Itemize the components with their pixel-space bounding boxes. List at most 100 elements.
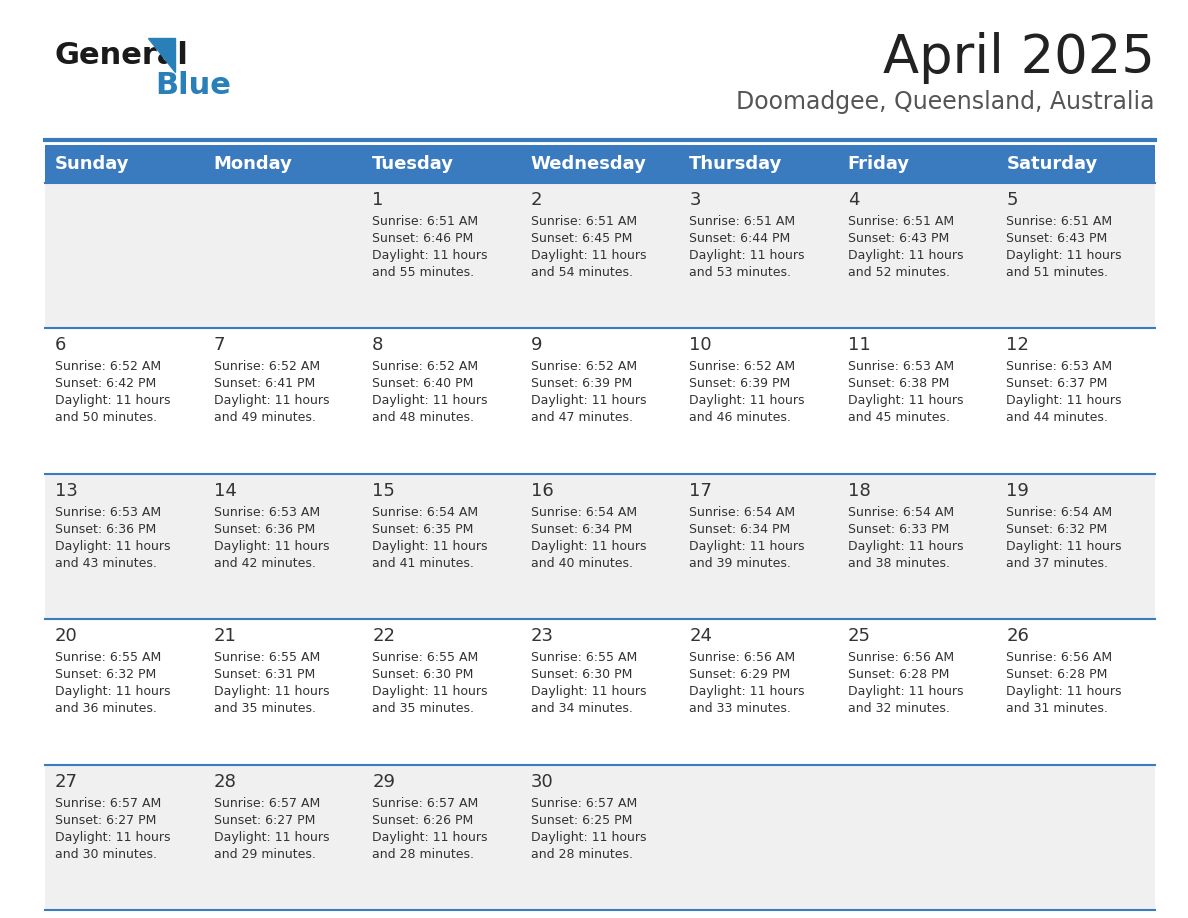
- Text: Sunrise: 6:51 AM: Sunrise: 6:51 AM: [531, 215, 637, 228]
- Text: Sunrise: 6:54 AM: Sunrise: 6:54 AM: [689, 506, 796, 519]
- Text: 21: 21: [214, 627, 236, 645]
- Text: Daylight: 11 hours: Daylight: 11 hours: [689, 395, 804, 408]
- Text: Daylight: 11 hours: Daylight: 11 hours: [689, 685, 804, 699]
- Bar: [45, 474, 1155, 620]
- Text: 28: 28: [214, 773, 236, 790]
- Text: and 51 minutes.: and 51 minutes.: [1006, 266, 1108, 279]
- Text: Doomadgee, Queensland, Australia: Doomadgee, Queensland, Australia: [737, 90, 1155, 114]
- Text: and 33 minutes.: and 33 minutes.: [689, 702, 791, 715]
- Text: Sunrise: 6:51 AM: Sunrise: 6:51 AM: [689, 215, 796, 228]
- Text: Sunset: 6:31 PM: Sunset: 6:31 PM: [214, 668, 315, 681]
- Text: Sunset: 6:44 PM: Sunset: 6:44 PM: [689, 232, 790, 245]
- Text: Daylight: 11 hours: Daylight: 11 hours: [372, 831, 487, 844]
- Text: 24: 24: [689, 627, 713, 645]
- Text: Sunrise: 6:55 AM: Sunrise: 6:55 AM: [372, 651, 479, 665]
- Text: and 49 minutes.: and 49 minutes.: [214, 411, 316, 424]
- Text: Daylight: 11 hours: Daylight: 11 hours: [848, 685, 963, 699]
- Text: 18: 18: [848, 482, 871, 499]
- Text: Sunset: 6:36 PM: Sunset: 6:36 PM: [55, 522, 157, 536]
- Text: 12: 12: [1006, 336, 1029, 354]
- Text: and 29 minutes.: and 29 minutes.: [214, 847, 316, 860]
- Text: Sunrise: 6:52 AM: Sunrise: 6:52 AM: [689, 361, 796, 374]
- Text: Sunrise: 6:54 AM: Sunrise: 6:54 AM: [372, 506, 479, 519]
- Text: Sunset: 6:38 PM: Sunset: 6:38 PM: [848, 377, 949, 390]
- Text: Sunrise: 6:56 AM: Sunrise: 6:56 AM: [1006, 651, 1112, 665]
- Text: and 52 minutes.: and 52 minutes.: [848, 266, 950, 279]
- Text: and 46 minutes.: and 46 minutes.: [689, 411, 791, 424]
- Text: Sunrise: 6:52 AM: Sunrise: 6:52 AM: [372, 361, 479, 374]
- Text: Sunset: 6:32 PM: Sunset: 6:32 PM: [55, 668, 157, 681]
- Text: Daylight: 11 hours: Daylight: 11 hours: [214, 685, 329, 699]
- Text: Friday: Friday: [848, 155, 910, 173]
- Text: and 55 minutes.: and 55 minutes.: [372, 266, 474, 279]
- Text: Daylight: 11 hours: Daylight: 11 hours: [689, 540, 804, 553]
- Polygon shape: [148, 38, 175, 72]
- Text: Sunrise: 6:57 AM: Sunrise: 6:57 AM: [55, 797, 162, 810]
- Text: Daylight: 11 hours: Daylight: 11 hours: [848, 249, 963, 262]
- Text: Sunset: 6:46 PM: Sunset: 6:46 PM: [372, 232, 473, 245]
- Text: Daylight: 11 hours: Daylight: 11 hours: [1006, 249, 1121, 262]
- Text: Sunrise: 6:51 AM: Sunrise: 6:51 AM: [848, 215, 954, 228]
- Text: Sunset: 6:35 PM: Sunset: 6:35 PM: [372, 522, 474, 536]
- Text: Daylight: 11 hours: Daylight: 11 hours: [372, 249, 487, 262]
- Text: Sunrise: 6:51 AM: Sunrise: 6:51 AM: [372, 215, 479, 228]
- Text: 9: 9: [531, 336, 542, 354]
- Bar: [45, 183, 1155, 329]
- Text: and 32 minutes.: and 32 minutes.: [848, 702, 949, 715]
- Text: Sunrise: 6:56 AM: Sunrise: 6:56 AM: [689, 651, 796, 665]
- Text: 1: 1: [372, 191, 384, 209]
- Text: and 45 minutes.: and 45 minutes.: [848, 411, 950, 424]
- Text: Sunset: 6:25 PM: Sunset: 6:25 PM: [531, 813, 632, 826]
- Text: 26: 26: [1006, 627, 1029, 645]
- Text: and 50 minutes.: and 50 minutes.: [55, 411, 157, 424]
- Text: Sunday: Sunday: [55, 155, 129, 173]
- Text: Daylight: 11 hours: Daylight: 11 hours: [214, 831, 329, 844]
- Text: and 37 minutes.: and 37 minutes.: [1006, 557, 1108, 570]
- Text: and 28 minutes.: and 28 minutes.: [372, 847, 474, 860]
- Text: Sunrise: 6:52 AM: Sunrise: 6:52 AM: [531, 361, 637, 374]
- Text: Daylight: 11 hours: Daylight: 11 hours: [531, 540, 646, 553]
- Text: Sunrise: 6:54 AM: Sunrise: 6:54 AM: [531, 506, 637, 519]
- Text: Sunrise: 6:53 AM: Sunrise: 6:53 AM: [1006, 361, 1112, 374]
- Text: Sunset: 6:40 PM: Sunset: 6:40 PM: [372, 377, 474, 390]
- Text: Sunset: 6:33 PM: Sunset: 6:33 PM: [848, 522, 949, 536]
- Text: Daylight: 11 hours: Daylight: 11 hours: [55, 540, 171, 553]
- Text: Sunset: 6:43 PM: Sunset: 6:43 PM: [848, 232, 949, 245]
- Text: 17: 17: [689, 482, 712, 499]
- Text: Sunrise: 6:57 AM: Sunrise: 6:57 AM: [531, 797, 637, 810]
- Bar: [45, 765, 1155, 910]
- Text: Daylight: 11 hours: Daylight: 11 hours: [372, 540, 487, 553]
- Text: Sunset: 6:39 PM: Sunset: 6:39 PM: [531, 377, 632, 390]
- Text: and 35 minutes.: and 35 minutes.: [214, 702, 316, 715]
- Text: Daylight: 11 hours: Daylight: 11 hours: [55, 685, 171, 699]
- Text: and 44 minutes.: and 44 minutes.: [1006, 411, 1108, 424]
- Text: April 2025: April 2025: [883, 32, 1155, 84]
- Text: Daylight: 11 hours: Daylight: 11 hours: [1006, 540, 1121, 553]
- Text: and 34 minutes.: and 34 minutes.: [531, 702, 632, 715]
- Text: Sunrise: 6:53 AM: Sunrise: 6:53 AM: [848, 361, 954, 374]
- Text: Daylight: 11 hours: Daylight: 11 hours: [214, 540, 329, 553]
- Text: Sunset: 6:29 PM: Sunset: 6:29 PM: [689, 668, 790, 681]
- Text: 19: 19: [1006, 482, 1029, 499]
- Text: Sunset: 6:34 PM: Sunset: 6:34 PM: [689, 522, 790, 536]
- Text: and 40 minutes.: and 40 minutes.: [531, 557, 633, 570]
- Text: Sunrise: 6:55 AM: Sunrise: 6:55 AM: [531, 651, 637, 665]
- Text: 27: 27: [55, 773, 78, 790]
- Text: Daylight: 11 hours: Daylight: 11 hours: [372, 685, 487, 699]
- Text: Daylight: 11 hours: Daylight: 11 hours: [531, 395, 646, 408]
- Text: 4: 4: [848, 191, 859, 209]
- Text: Sunrise: 6:53 AM: Sunrise: 6:53 AM: [214, 506, 320, 519]
- Text: Sunset: 6:32 PM: Sunset: 6:32 PM: [1006, 522, 1107, 536]
- Text: Monday: Monday: [214, 155, 292, 173]
- Text: Daylight: 11 hours: Daylight: 11 hours: [55, 395, 171, 408]
- Text: 16: 16: [531, 482, 554, 499]
- Text: Daylight: 11 hours: Daylight: 11 hours: [848, 540, 963, 553]
- Text: Sunrise: 6:52 AM: Sunrise: 6:52 AM: [214, 361, 320, 374]
- Text: Sunrise: 6:57 AM: Sunrise: 6:57 AM: [372, 797, 479, 810]
- Text: Sunset: 6:43 PM: Sunset: 6:43 PM: [1006, 232, 1107, 245]
- Text: Sunrise: 6:55 AM: Sunrise: 6:55 AM: [55, 651, 162, 665]
- Bar: [45, 145, 1155, 183]
- Text: Sunset: 6:45 PM: Sunset: 6:45 PM: [531, 232, 632, 245]
- Text: Daylight: 11 hours: Daylight: 11 hours: [848, 395, 963, 408]
- Text: Sunset: 6:30 PM: Sunset: 6:30 PM: [531, 668, 632, 681]
